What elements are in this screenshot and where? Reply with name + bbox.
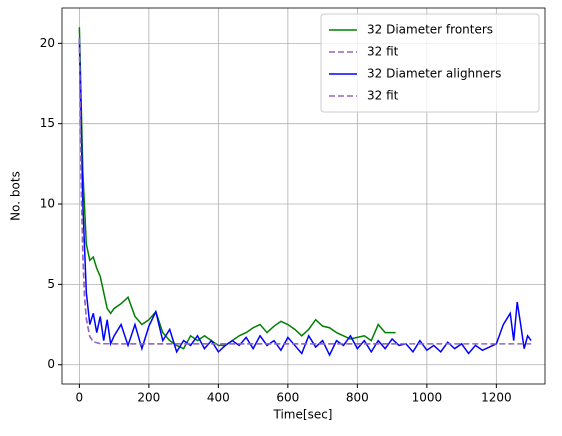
y-tick-label: 0: [47, 357, 55, 371]
x-tick-label: 1200: [481, 391, 512, 405]
legend-label: 32 Diameter fronters: [367, 23, 493, 37]
x-tick-label: 1000: [412, 391, 443, 405]
legend-label: 32 fit: [367, 45, 399, 59]
series-line: [78, 38, 532, 345]
x-tick-label: 600: [276, 391, 299, 405]
y-tick-label: 10: [40, 197, 55, 211]
legend-label: 32 Diameter alighners: [367, 67, 501, 81]
x-tick-label: 0: [76, 391, 84, 405]
series-line: [78, 27, 396, 350]
series-line: [78, 38, 532, 357]
x-tick-label: 800: [346, 391, 369, 405]
y-tick-label: 15: [40, 116, 55, 130]
x-tick-label: 200: [137, 391, 160, 405]
y-axis-label: No. bots: [9, 171, 23, 221]
y-tick-label: 5: [47, 277, 55, 291]
x-axis-label: Time[sec]: [273, 408, 333, 422]
x-tick-label: 400: [207, 391, 230, 405]
legend-box: [320, 13, 540, 113]
y-tick-label: 20: [40, 36, 55, 50]
legend-label: 32 fit: [367, 89, 399, 103]
plot-frame: [61, 7, 546, 385]
